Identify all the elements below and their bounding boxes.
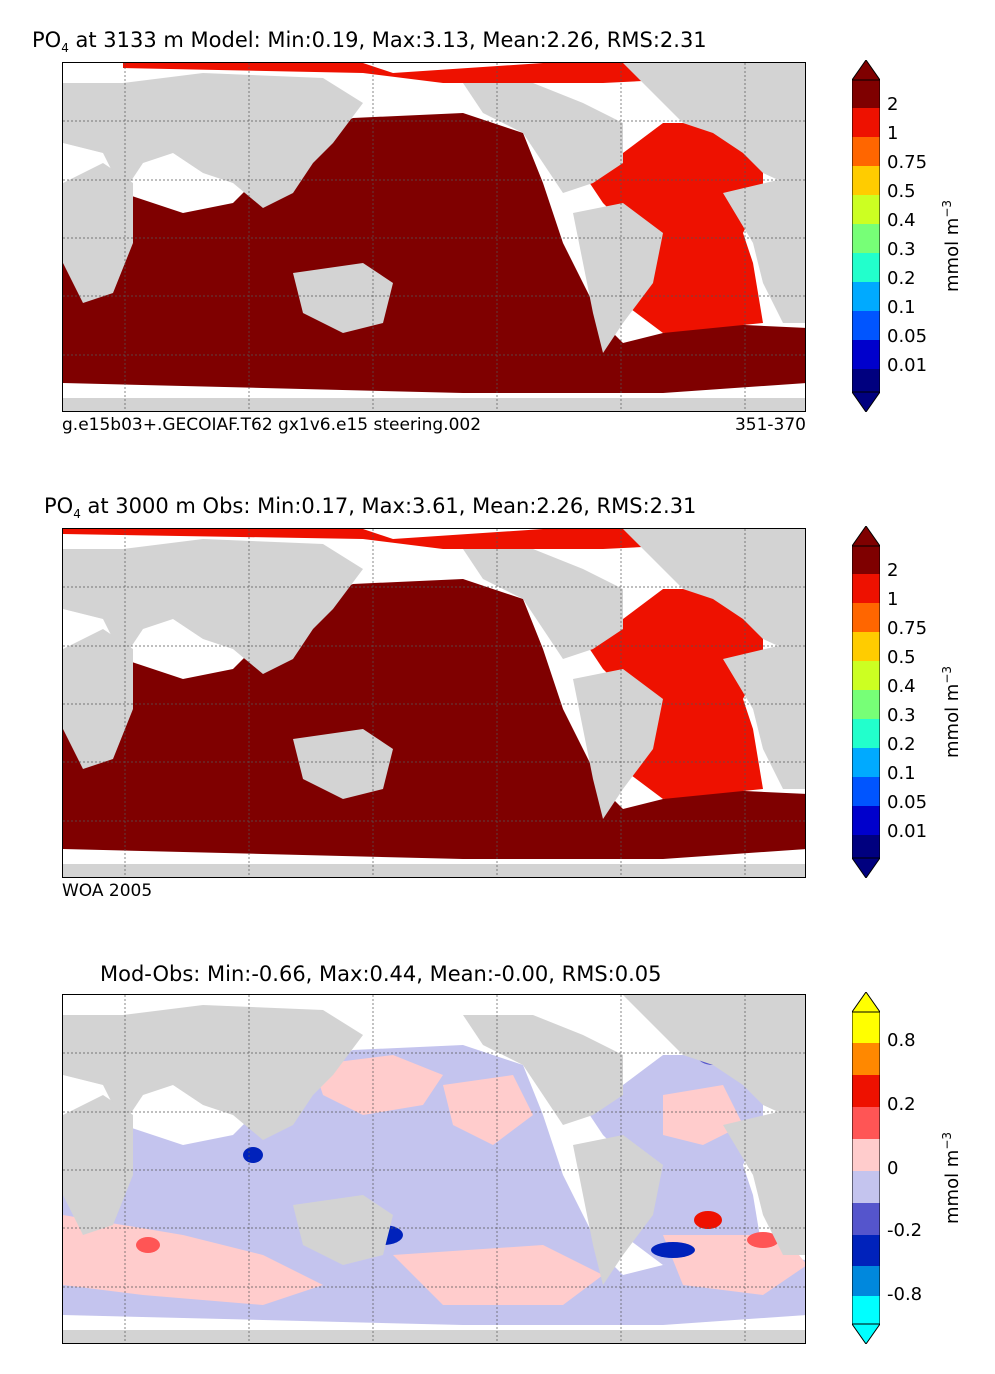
panel3-gridlines (63, 995, 805, 1343)
strong-negative-anomaly (651, 1242, 695, 1258)
panel1-cbar-label: 0.01 (887, 355, 928, 376)
panel3-cbar-unit: mmol m−3 (940, 1131, 963, 1224)
panel2-colorbar (851, 525, 881, 879)
positive-anomaly-patch (63, 1215, 323, 1305)
australia-land (293, 263, 393, 333)
panel1-caption-left: g.e15b03+.GECOIAF.T62 gx1v6.e15 steering… (62, 415, 482, 435)
south-america-land (573, 669, 663, 819)
panel3-cbar-label: 0.8 (887, 1030, 916, 1051)
panel1-title: PO4 at 3133 m Model: Min:0.19, Max:3.13,… (32, 28, 707, 56)
panel1-cbar-label: 0.4 (887, 210, 916, 231)
panel1-cbar-label: 0.2 (887, 268, 916, 289)
panel1-cbar-label: 1 (887, 123, 899, 144)
north-america-land (463, 549, 623, 659)
panel2-gridlines (63, 529, 805, 877)
north-america-land (463, 83, 623, 193)
panel3-map-svg (63, 995, 805, 1343)
panel2-title: PO4 at 3000 m Obs: Min:0.17, Max:3.61, M… (44, 494, 697, 522)
europe-land (623, 995, 805, 1125)
strong-negative-anomaly (243, 1147, 263, 1163)
positive-anomaly-patch (663, 1235, 805, 1295)
strong-positive-anomaly (694, 1211, 722, 1229)
panel2-cbar-label: 0.05 (887, 792, 928, 813)
panel2-cbar-label: 0.2 (887, 734, 916, 755)
panel1-cbar-unit: mmol m−3 (940, 199, 963, 292)
panel1-cbar-label: 0.3 (887, 239, 916, 260)
antarctica-land (63, 1330, 805, 1343)
arctic-band (63, 529, 805, 549)
panel1-cbar-label: 0.05 (887, 326, 928, 347)
south-america-land (573, 1135, 663, 1285)
panel3-cbar-label: -0.2 (887, 1220, 923, 1241)
panel1-colorbar (851, 59, 881, 413)
panel2-cbar-label: 0.01 (887, 821, 928, 842)
panel3-title: Mod-Obs: Min:-0.66, Max:0.44, Mean:-0.00… (100, 962, 662, 986)
panel1-cbar-label: 0.75 (887, 152, 928, 173)
panel2-cbar-label: 0.1 (887, 763, 916, 784)
pacific-indian-ocean (63, 579, 805, 859)
europe-land (623, 63, 805, 193)
antarctica-land (63, 398, 805, 411)
panel1-cbar-label: 0.5 (887, 181, 916, 202)
positive-anomaly-patch (313, 1055, 443, 1115)
north-america-land (463, 1015, 623, 1125)
asia-land (63, 1005, 363, 1140)
panel1-cbar-label: 2 (887, 94, 899, 115)
panel1-gridlines (63, 63, 805, 411)
panel1-caption-right: 351-370 (734, 415, 806, 435)
panel2-cbar-label: 0.5 (887, 647, 916, 668)
australia-land (293, 729, 393, 799)
panel2-cbar-unit: mmol m−3 (940, 665, 963, 758)
south-america-land (573, 203, 663, 353)
panel2-cbar-label: 0.4 (887, 676, 916, 697)
panel1-cbar-label: 0.1 (887, 297, 916, 318)
panel3-colorbar (851, 991, 881, 1345)
positive-anomaly-patch (663, 1085, 743, 1145)
panel2-cbar-label: 1 (887, 589, 899, 610)
panel2-map (62, 528, 806, 878)
asia-land (63, 539, 363, 674)
australia-land (293, 1195, 393, 1265)
panel2-cbar-label: 0.75 (887, 618, 928, 639)
panel2-map-svg (63, 529, 805, 877)
positive-anomaly-patch (393, 1245, 603, 1305)
panel2-cbar-label: 2 (887, 560, 899, 581)
positive-anomaly-patch (443, 1075, 533, 1145)
pacific-indian-ocean (63, 113, 805, 393)
panel1-map (62, 62, 806, 412)
europe-land (623, 529, 805, 659)
panel1-map-svg (63, 63, 805, 411)
antarctica-land (63, 864, 805, 877)
asia-land (63, 73, 363, 208)
strong-positive-anomaly (747, 1232, 779, 1248)
panel2-cbar-label: 0.3 (887, 705, 916, 726)
panel2-caption-left: WOA 2005 (62, 881, 153, 901)
panel3-map (62, 994, 806, 1344)
strong-positive-anomaly (136, 1237, 160, 1253)
panel3-cbar-label: -0.8 (887, 1284, 923, 1305)
panel3-cbar-label: 0 (887, 1158, 899, 1179)
panel3-cbar-label: 0.2 (887, 1094, 916, 1115)
